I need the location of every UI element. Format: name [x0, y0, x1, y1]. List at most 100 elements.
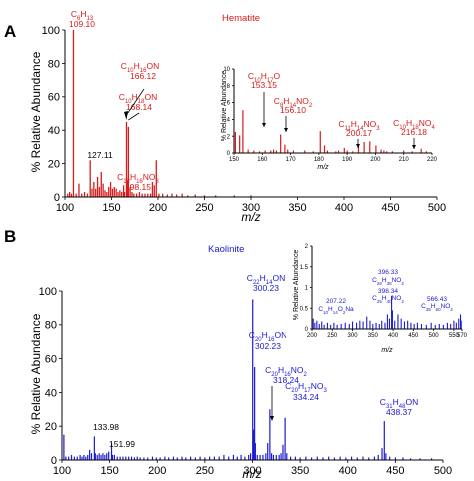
panel-b-inset-mass-label: 207.22: [326, 298, 346, 305]
panel-b-inset-mass-label: 396.33: [378, 269, 398, 276]
panel-b-axes: 100 150 200 250 300 350 400 450 500 0 20 40 60 80 100: [39, 286, 453, 477]
panel-a-mass-label: 127.11: [87, 150, 113, 160]
panel-b-inset: % Relative Abundance m/z 200 250 300 350 400…: [286, 240, 468, 354]
panel-a-inset-y-tick-label: 0: [227, 151, 231, 157]
panel-b-formula-label: C20H17NO3: [285, 381, 327, 394]
panel-a-formula-label: C10H18ON: [119, 92, 157, 105]
panel-a-inset-x-tick-label: 150: [229, 157, 240, 163]
panel-b-x-tick-label: 350: [291, 465, 309, 477]
panel-b: B Kaolinite % Relative Abundance m/z 100…: [4, 227, 468, 481]
panel-a-peaks: [67, 30, 252, 197]
panel-a-inset-formula-label: C8H14NO2: [274, 96, 313, 109]
panel-a-inset-arrowhead: [356, 144, 360, 148]
panel-b-inset-x-tick-label: 500: [429, 333, 440, 339]
panel-b-inset-x-tick-label: 200: [307, 333, 318, 339]
panel-a-y-tick-label: 100: [42, 25, 60, 37]
panel-a-formula-label: C10H16ON: [121, 61, 159, 74]
panel-b-inset-formula-label: C35H60NO2: [421, 303, 453, 312]
panel-b-inset-formula-label: C26H38NO2: [372, 277, 404, 286]
panel-b-formula-label: C22H14ON: [247, 273, 285, 286]
panel-b-mass-label: 300.23: [253, 283, 279, 293]
panel-b-formula-label: C20H16ON: [249, 330, 287, 343]
panel-b-x-axis-label: m/z: [242, 467, 261, 481]
panel-a-arrowhead: [123, 111, 128, 120]
panel-a-inset-formula-label: C10H18NO4: [393, 118, 435, 131]
panel-b-x-tick-label: 500: [434, 465, 452, 477]
panel-b-mass-label: 302.23: [255, 341, 281, 351]
panel-b-inset-y-tick-label: 0: [305, 327, 309, 333]
panel-a-x-tick-label: 250: [195, 202, 213, 214]
panel-a-inset-formula-label: C11H14NO3: [338, 119, 380, 132]
panel-a-x-tick-label: 100: [56, 202, 74, 214]
panel-a-letter: A: [4, 22, 16, 41]
panel-a-x-tick-label: 300: [242, 202, 260, 214]
panel-b-formula-label: C20H16NO2: [265, 365, 307, 378]
panel-a-y-tick-label: 80: [48, 58, 60, 70]
panel-a-x-tick-label: 500: [428, 202, 446, 214]
panel-b-inset-x-tick-label: 450: [408, 333, 419, 339]
panel-b-mass-label: 334.24: [293, 392, 319, 402]
panel-b-formula-label: C31H48ON: [380, 397, 418, 410]
panel-b-inset-x-tick-label: 400: [388, 333, 399, 339]
panel-b-inset-x-label: m/z: [381, 347, 393, 354]
panel-b-title: Kaolinite: [208, 244, 244, 255]
panel-a-inset-mass-label: 200.17: [346, 128, 372, 138]
panel-b-mass-label: 133.98: [93, 422, 119, 432]
panel-b-inset-y-tick-label: 1.5: [300, 265, 309, 271]
panel-b-x-tick-label: 150: [100, 465, 118, 477]
panel-a-inset-x-tick-label: 220: [427, 157, 438, 163]
panel-a-formula-label: C12H16NO3: [117, 172, 159, 185]
panel-a-y-tick-label: 20: [48, 158, 60, 170]
panel-b-inset-x-tick-label: 550: [449, 333, 460, 339]
panel-b-x-tick-label: 200: [148, 465, 166, 477]
panel-b-x-tick-label: 300: [243, 465, 261, 477]
panel-a-inset-formula-label: C10H17O: [248, 71, 281, 84]
panel-a-inset-y-label: % Relative Abundance: [221, 71, 228, 142]
panel-b-inset-background: [286, 240, 466, 352]
panel-b-inset-formula-label: C10H14O2Na: [318, 306, 354, 315]
panel-b-mass-label: 438.37: [386, 407, 412, 417]
panel-b-x-tick-label: 250: [196, 465, 214, 477]
panel-b-inset-mass-label: 398.34: [378, 288, 398, 295]
panel-a-y-tick-label: 60: [48, 92, 60, 104]
panel-a-inset-y-tick-label: 8: [227, 84, 231, 90]
panel-a-inset-x-tick-label: 200: [370, 157, 381, 163]
panel-a-x-tick-label: 200: [149, 202, 167, 214]
panel-b-inset-x-tick-label: 570: [457, 333, 468, 339]
panel-a-y-axis-label: % Relative Abundance: [29, 51, 43, 172]
panel-b-y-tick-label: 20: [45, 421, 57, 433]
panel-b-letter: B: [4, 227, 16, 246]
panel-a-inset-x-tick-label: 190: [342, 157, 353, 163]
panel-b-inset-mass-label: 566.43: [427, 296, 447, 303]
panel-b-inset-x-tick-label: 350: [368, 333, 379, 339]
panel-a-y-tick-label: 0: [54, 192, 60, 204]
panel-b-arrowhead: [270, 416, 274, 421]
panel-b-x-tick-label: 400: [339, 465, 357, 477]
panel-b-mass-label: 151.99: [109, 439, 135, 449]
panel-a-inset-axes: 150 160 170 180 190 200 210 220 0 2 4 6 8 10: [223, 67, 437, 163]
panel-a-inset-arrowhead: [284, 128, 288, 132]
panel-a-inset-x-label: m/z: [317, 164, 329, 171]
panel-b-x-tick-label: 450: [386, 465, 404, 477]
panel-a-inset-x-tick-label: 160: [257, 157, 268, 163]
panel-b-inset-peaks: [312, 295, 462, 329]
panel-a-x-axis-label: m/z: [241, 210, 260, 224]
panel-a-mass-label: 166.12: [130, 71, 156, 81]
panel-a-mass-label: 168.14: [126, 102, 152, 112]
panel-b-inset-x-tick-label: 300: [348, 333, 359, 339]
panel-a-inset-y-tick-label: 2: [227, 134, 231, 140]
panel-b-y-tick-label: 80: [45, 320, 57, 332]
panel-a-formula-label: C6H13: [71, 9, 94, 22]
panel-a-x-tick-label: 400: [335, 202, 353, 214]
panel-b-inset-y-tick-label: 1: [305, 286, 309, 292]
panel-b-y-tick-label: 0: [51, 455, 57, 467]
panel-a-arrow: [126, 88, 145, 116]
panel-b-inset-y-tick-label: 0.5: [300, 306, 309, 312]
panel-a-y-tick-label: 40: [48, 125, 60, 137]
